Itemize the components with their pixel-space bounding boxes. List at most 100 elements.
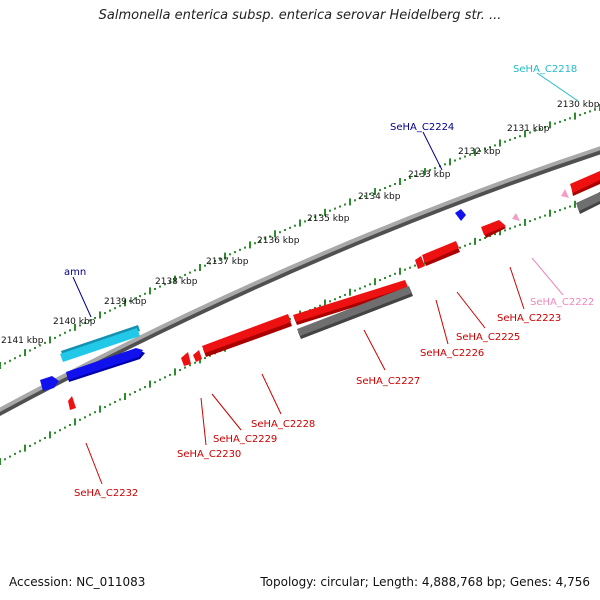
outer-track-tick xyxy=(194,269,196,272)
gene-label-SeHA_C2227[interactable]: SeHA_C2227 xyxy=(356,376,420,387)
inner-track-tick xyxy=(529,220,531,223)
inner-track-tick xyxy=(509,227,511,230)
gene-label-SeHA_C2224[interactable]: SeHA_C2224 xyxy=(390,122,454,133)
gene-label-SeHA_C2225[interactable]: SeHA_C2225 xyxy=(456,332,520,343)
inner-track-tick xyxy=(144,386,146,389)
feature-c2223-cds[interactable] xyxy=(481,220,506,238)
inner-track-tick xyxy=(84,416,86,419)
outer-track-tick xyxy=(184,273,186,276)
gene-label-amn[interactable]: amn xyxy=(64,267,86,278)
outer-track-tick xyxy=(524,130,526,138)
topology-summary: Topology: circular; Length: 4,888,768 bp… xyxy=(260,575,590,589)
gene-label-SeHA_C2228[interactable]: SeHA_C2228 xyxy=(251,419,315,430)
outer-track-tick xyxy=(434,167,436,170)
gene-label-SeHA_C2218[interactable]: SeHA_C2218 xyxy=(513,64,577,75)
inner-track-tick xyxy=(314,306,316,309)
outer-track-tick xyxy=(494,144,496,147)
outer-track-tick xyxy=(44,341,46,344)
outer-track-tick xyxy=(449,158,451,166)
inner-track-tick xyxy=(119,398,121,401)
outer-track-tick xyxy=(214,260,216,263)
inner-track-tick xyxy=(414,264,416,267)
leader-SeHA_C2222 xyxy=(531,257,564,296)
outer-track-tick xyxy=(389,185,391,187)
outer-track-tick xyxy=(139,295,141,298)
outer-track-tick xyxy=(99,311,101,319)
outer-track-tick xyxy=(459,157,461,160)
kbp-label-2140: 2140 kbp xyxy=(53,317,96,327)
inner-track-tick xyxy=(114,401,116,403)
outer-track-tick xyxy=(54,336,56,339)
inner-track-tick xyxy=(339,296,341,298)
outer-track-tick xyxy=(474,148,476,156)
outer-track-tick xyxy=(4,362,6,365)
outer-tick-track xyxy=(0,104,600,369)
outer-track-tick xyxy=(534,129,536,132)
inner-track-tick xyxy=(519,223,521,226)
outer-track-tick xyxy=(314,216,316,219)
outer-track-tick xyxy=(229,253,231,256)
feature-blue-small-left[interactable] xyxy=(40,376,59,391)
outer-track-tick xyxy=(179,276,181,279)
outer-track-tick xyxy=(549,121,551,129)
inner-track-tick xyxy=(329,300,331,303)
inner-track-tick xyxy=(489,235,491,238)
feature-c2225-cds[interactable] xyxy=(422,241,460,266)
inner-track-tick xyxy=(134,391,136,393)
inner-track-tick xyxy=(319,304,321,307)
inner-track-tick xyxy=(129,393,131,396)
outer-track-tick xyxy=(59,334,61,337)
inner-track-tick xyxy=(184,366,186,369)
feature-red-small-lower[interactable] xyxy=(68,396,76,410)
feature-c2229-cds[interactable] xyxy=(193,350,202,362)
feature-pink-small-right[interactable] xyxy=(561,189,569,198)
outer-track-tick xyxy=(154,288,156,290)
inner-track-tick xyxy=(69,424,71,426)
feature-c2228-cds[interactable] xyxy=(202,314,292,357)
feature-amn-cds[interactable] xyxy=(66,348,145,382)
outer-track-tick xyxy=(49,336,51,344)
outer-track-tick xyxy=(239,248,241,251)
outer-track-tick xyxy=(69,329,71,332)
gene-label-SeHA_C2223[interactable]: SeHA_C2223 xyxy=(497,313,561,324)
feature-cyan-cds[interactable] xyxy=(60,325,140,362)
gene-label-SeHA_C2222[interactable]: SeHA_C2222 xyxy=(530,297,594,308)
inner-track-tick xyxy=(24,444,26,452)
feature-c2230-cds[interactable] xyxy=(181,352,191,366)
inner-track-tick xyxy=(369,283,371,286)
inner-track-tick xyxy=(504,229,506,232)
outer-track-tick xyxy=(469,153,471,156)
inner-track-tick xyxy=(194,361,196,364)
inner-track-tick xyxy=(484,237,486,239)
outer-track-tick xyxy=(279,231,281,234)
outer-track-tick xyxy=(84,321,86,324)
feature-red-right-edge[interactable] xyxy=(570,171,600,196)
gene-label-SeHA_C2229[interactable]: SeHA_C2229 xyxy=(213,434,277,445)
inner-track-tick xyxy=(44,437,46,439)
outer-track-tick xyxy=(344,203,346,206)
feature-gray-c2227[interactable] xyxy=(297,286,413,339)
kbp-label-2131: 2131 kbp xyxy=(507,124,550,134)
outer-track-tick xyxy=(304,220,306,223)
feature-gray-right-edge[interactable] xyxy=(576,192,600,214)
outer-track-tick xyxy=(349,198,351,206)
gene-label-SeHA_C2226[interactable]: SeHA_C2226 xyxy=(420,348,484,359)
inner-track-tick xyxy=(549,209,551,217)
gene-label-SeHA_C2230[interactable]: SeHA_C2230 xyxy=(177,449,241,460)
inner-track-tick xyxy=(404,268,406,271)
inner-track-tick xyxy=(289,317,291,320)
feature-blue-small-c2224[interactable] xyxy=(455,209,466,221)
outer-track-tick xyxy=(484,148,486,151)
outer-track-tick xyxy=(529,131,531,134)
inner-track-tick xyxy=(384,277,386,279)
inner-track-tick xyxy=(409,266,411,269)
outer-track-tick xyxy=(0,362,1,369)
gene-label-SeHA_C2232[interactable]: SeHA_C2232 xyxy=(74,488,138,499)
outer-track-tick xyxy=(564,119,566,122)
inner-track-tick xyxy=(354,289,356,292)
inner-track-tick xyxy=(344,293,346,296)
feature-c2227-cds[interactable] xyxy=(293,280,409,325)
feature-c2226-small[interactable] xyxy=(415,256,425,269)
kbp-label-2141: 2141 kbp xyxy=(1,336,44,346)
feature-c2222-cds[interactable] xyxy=(512,213,520,221)
